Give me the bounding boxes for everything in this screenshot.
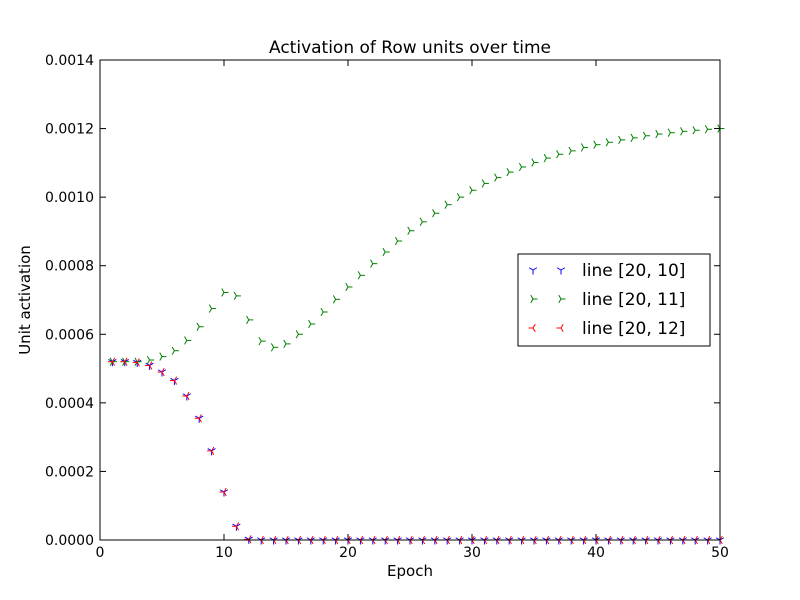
data-point [171,346,179,355]
data-point [122,357,130,366]
data-point [419,217,427,226]
legend-marker [558,294,566,304]
x-tick-label: 50 [711,545,729,561]
data-point [345,282,353,292]
data-point [184,336,192,345]
plot-frame [99,59,721,541]
chart-title: Activation of Row units over time [269,38,551,58]
data-point [642,131,651,140]
legend-marker [528,323,536,333]
data-point [456,192,465,202]
data-point [194,414,202,423]
data-point [704,125,713,134]
legend: line [20, 10] line [20, 11] line [20, 12] [517,253,711,347]
legend-marker [528,267,538,275]
legend-marker [556,323,564,333]
data-point [580,143,589,152]
data-point [593,140,601,149]
data-point [221,288,229,297]
y-tick-label: 0.0006 [45,327,94,343]
data-point [667,128,675,137]
data-point [481,179,489,188]
y-tick-label: 0.0014 [45,53,94,69]
data-point [120,357,128,366]
data-point [692,126,700,135]
data-point [246,315,254,325]
data-point [506,167,514,177]
data-point [382,247,390,257]
data-point [518,162,527,172]
data-point [157,367,165,377]
data-point [320,307,328,317]
data-point [308,319,316,329]
data-point [159,352,167,361]
data-point [680,127,688,136]
data-point [469,186,477,195]
data-point [208,304,217,313]
y-tick-label: 0.0008 [45,259,94,275]
y-tick-label: 0.0012 [45,122,94,138]
data-point [494,173,502,182]
data-point [531,158,539,167]
data-point [394,236,403,246]
data-point [283,339,291,349]
legend-box [517,253,711,347]
data-point [332,295,341,304]
data-point [618,135,626,145]
data-point [432,209,440,218]
data-point [605,138,613,147]
data-point [219,487,227,497]
data-point [357,271,365,280]
axis-ticks: 0 10 20 30 40 50 0.0000 0.0002 0.0004 0.0006 0.000… [45,53,729,561]
legend-marker [530,294,538,304]
data-point [207,446,215,456]
x-tick-label: 0 [96,545,105,561]
data-point [370,259,378,268]
y-axis-label: Unit activation [16,245,34,355]
data-point [543,153,551,163]
x-tick-label: 40 [587,545,605,561]
data-point [196,322,204,331]
x-tick-label: 20 [339,545,357,561]
data-point [655,129,663,139]
legend-marker [556,267,566,275]
data-point [258,336,266,346]
data-point [109,357,117,366]
data-point [444,200,452,209]
data-point [169,376,178,385]
data-point [182,391,190,401]
data-point [568,146,576,156]
data-point [107,357,116,366]
y-tick-label: 0.0010 [45,190,94,206]
data-point [556,150,564,159]
data-point [407,226,415,235]
y-tick-label: 0.0000 [45,533,94,549]
y-tick-label: 0.0002 [45,464,94,480]
x-axis-label: Epoch [387,562,433,580]
data-point [231,522,240,531]
legend-label: line [20, 12] [582,319,685,339]
data-point [132,358,140,367]
data-point [270,343,279,352]
data-point [233,291,241,301]
x-tick-label: 10 [215,545,233,561]
legend-label: line [20, 10] [582,261,685,281]
y-tick-label: 0.0004 [45,396,94,412]
data-point [145,361,153,370]
data-point [630,133,638,142]
legend-label: line [20, 11] [582,290,685,310]
data-point [146,355,155,365]
data-point [295,330,303,339]
series-2 [109,124,725,366]
x-tick-label: 30 [463,545,481,561]
